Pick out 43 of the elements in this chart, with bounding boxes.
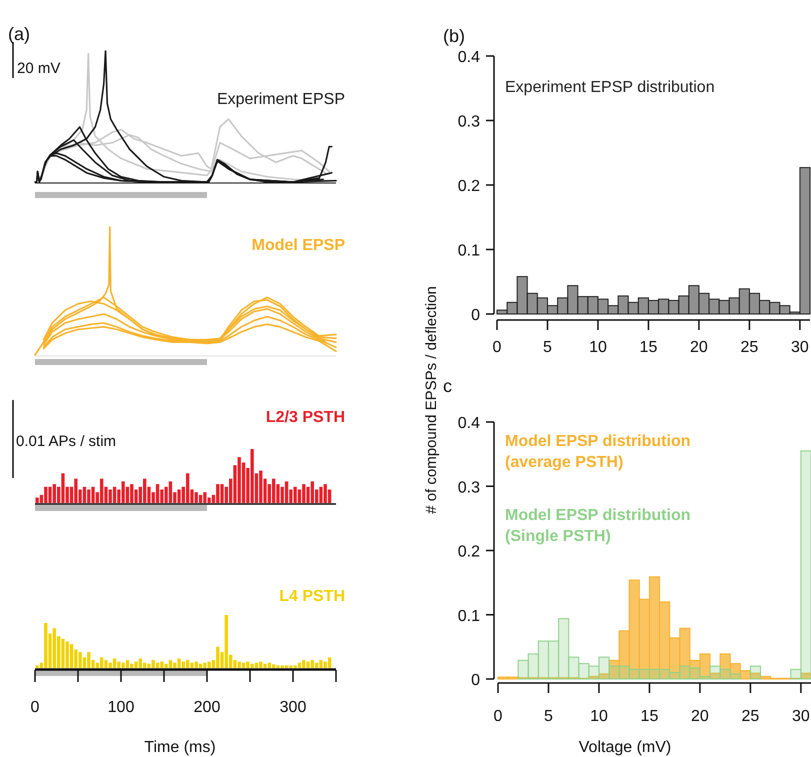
x-tick-label: 0 [492,339,502,356]
x-tick-label: 100 [108,699,134,716]
text: Experiment EPSP distribution [505,79,715,96]
x-tick-label: 30 [791,339,809,356]
y-axis-title: # of compound EPSPs / deflection [423,286,440,514]
y-tick-label: 0.4 [458,415,480,432]
x-tick-label: 15 [640,708,658,725]
text: (a) [8,24,30,44]
annotation: 0.01 APs / stim [16,433,116,450]
x-tick-label: 30 [792,708,810,725]
y-tick-label: 0.2 [458,544,480,560]
x-tick-label: 300 [280,699,306,716]
x-tick-label: 20 [690,339,708,356]
chart-title: L4 PSTH [279,588,345,605]
x-axis-title: Voltage (mV) [578,739,672,756]
text: Model EPSP [252,237,346,254]
text: (b) [443,26,465,46]
x-tick-label: 5 [544,708,554,725]
text: Model EPSP distribution (Single PSTH) [505,507,690,545]
y-tick-label: 0 [471,307,480,324]
y-tick-label: 0.4 [458,49,480,66]
x-tick-label: 10 [590,708,608,725]
y-tick-label: 0.1 [458,608,480,625]
x-tick-label: 5 [543,339,552,356]
x-tick-label: 0 [30,699,40,716]
x-tick-label: 0 [494,708,503,725]
x-tick-label: 25 [742,708,760,725]
y-tick-label: 0 [471,672,480,689]
x-tick-label: 10 [589,339,607,356]
text: c [443,376,452,396]
x-tick-label: 25 [740,339,758,356]
y-tick-label: 0.3 [458,479,480,496]
x-axis-title: Time (ms) [144,739,216,756]
y-tick-label: 0.2 [458,178,480,195]
y-tick-label: 0.1 [458,242,480,260]
chart-title: L2/3 PSTH [266,409,345,426]
y-tick-label: 0.3 [458,114,480,130]
x-tick-label: 200 [194,699,220,716]
x-tick-label: 15 [640,339,658,356]
x-tick-label: 20 [691,708,709,725]
text: Model EPSP distribution (average PSTH) [505,433,690,471]
annotation: 20 mV [17,60,60,77]
text: Experiment EPSP [216,91,345,108]
